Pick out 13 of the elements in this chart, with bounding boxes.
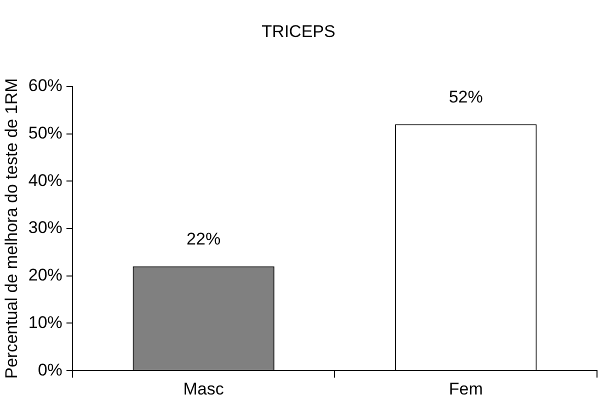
y-tick-label: 30%	[28, 218, 62, 238]
y-tick-label: 10%	[28, 312, 62, 332]
x-tick-label: Fem	[448, 379, 483, 398]
y-axis-title: Percentual de melhora do teste de 1RM	[2, 78, 21, 379]
y-tick-label: 50%	[28, 123, 62, 142]
y-tick-label: 40%	[28, 170, 62, 190]
chart-title: TRICEPS	[262, 22, 336, 41]
data-label: 22%	[186, 230, 221, 249]
data-label: 52%	[448, 87, 483, 106]
y-tick-label: 0%	[38, 360, 62, 380]
y-tick-label: 60%	[28, 76, 62, 96]
y-tick-label: 20%	[28, 266, 62, 285]
x-tick-label: Masc	[183, 379, 224, 398]
